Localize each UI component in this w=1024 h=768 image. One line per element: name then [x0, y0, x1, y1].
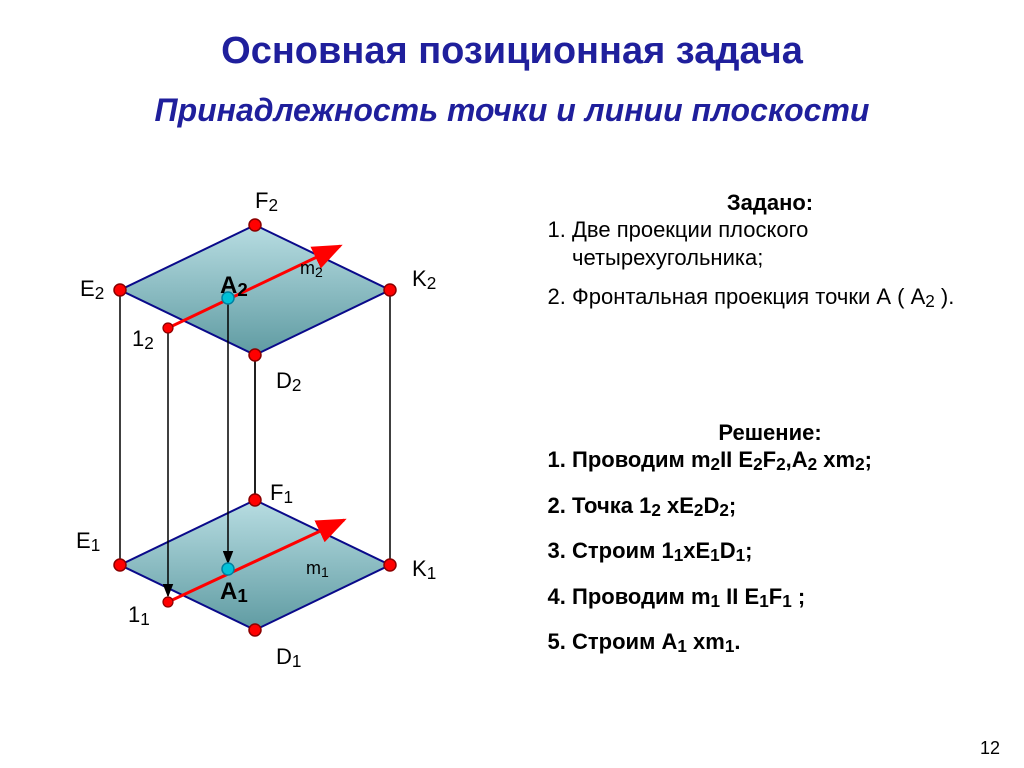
- given-list: Две проекции плоского четырехугольника; Ф…: [540, 216, 1000, 311]
- given-block: Задано: Две проекции плоского четырехуго…: [540, 190, 1000, 323]
- diagram: [60, 170, 490, 690]
- given-item: Фронтальная проекция точки А ( А2 ).: [572, 283, 1000, 311]
- solution-item: Точка 12 xE2D2;: [572, 492, 1000, 520]
- diagram-label: E1: [76, 528, 100, 554]
- diagram-label: E2: [80, 276, 104, 302]
- given-heading: Задано:: [540, 190, 1000, 216]
- diagram-label: K2: [412, 266, 436, 292]
- diagram-label: m2: [300, 258, 323, 279]
- solution-block: Решение: Проводим m2II E2F2,А2 xm2; Точка…: [540, 420, 1000, 674]
- diagram-label: K1: [412, 556, 436, 582]
- slide: Основная позиционная задача Принадлежнос…: [0, 0, 1024, 768]
- solution-item: Проводим m1 II E1F1 ;: [572, 583, 1000, 611]
- diagram-label: D2: [276, 368, 301, 394]
- solution-item: Строим 11xE1D1;: [572, 537, 1000, 565]
- diagram-label: F1: [270, 480, 293, 506]
- solution-list: Проводим m2II E2F2,А2 xm2; Точка 12 xE2D2…: [540, 446, 1000, 656]
- diagram-label: F2: [255, 188, 278, 214]
- diagram-label: 12: [132, 326, 154, 352]
- given-item: Две проекции плоского четырехугольника;: [572, 216, 1000, 271]
- slide-title: Основная позиционная задача: [0, 30, 1024, 73]
- diagram-label: A2: [220, 272, 248, 300]
- page-number: 12: [980, 738, 1000, 759]
- diagram-label: m1: [306, 558, 329, 579]
- solution-heading: Решение:: [540, 420, 1000, 446]
- diagram-label: D1: [276, 644, 301, 670]
- diagram-label: 11: [128, 602, 150, 628]
- solution-item: Строим А1 xm1.: [572, 628, 1000, 656]
- solution-item: Проводим m2II E2F2,А2 xm2;: [572, 446, 1000, 474]
- diagram-label: A1: [220, 578, 248, 606]
- slide-subtitle: Принадлежность точки и линии плоскости: [0, 92, 1024, 129]
